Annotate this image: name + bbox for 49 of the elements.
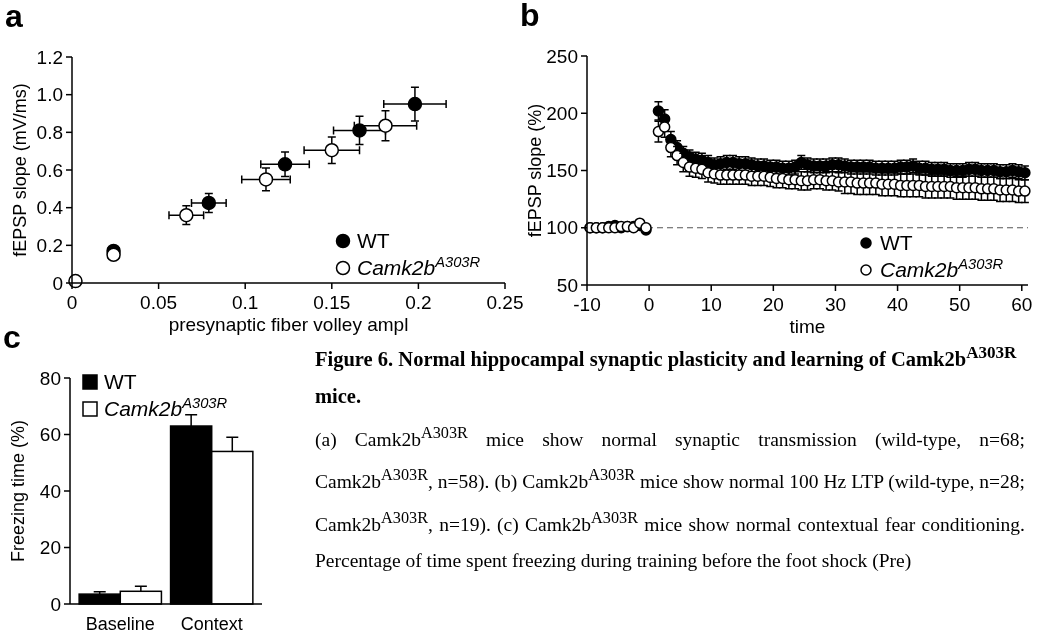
chart-title: a	[5, 0, 23, 34]
legend-label: Camk2b$^{A303R}$	[357, 254, 481, 280]
chart-title: Figure 6. Normal hippocampal synaptic plasticity and learning of Camk2b$^{A303R}$ mice.	[315, 343, 1017, 407]
legend-label: Camk2b$^{A303R}$	[880, 256, 1004, 282]
x-tick-label: 60	[1011, 294, 1033, 315]
x-tick-label: 0.25	[486, 292, 524, 313]
y-tick-label: 60	[39, 424, 61, 446]
x-axis-title: time	[789, 316, 826, 337]
x-tick-label: 0.2	[405, 292, 432, 313]
y-axis-title: Freezing time (%)	[8, 419, 28, 563]
x-tick-label: Context	[180, 614, 243, 634]
legend-label: WT	[104, 370, 137, 394]
x-tick-label: 0.1	[231, 292, 259, 313]
y-tick-label: 0.6	[36, 159, 63, 181]
y-tick-label: 200	[546, 102, 578, 124]
y-tick-label: 50	[556, 274, 578, 296]
x-tick-label: 0.05	[140, 292, 178, 313]
y-tick-label: 40	[39, 480, 61, 502]
x-tick-label: 0.15	[313, 292, 351, 313]
y-axis-title: fEPSP slope (%)	[525, 103, 545, 238]
chart-title: c	[3, 319, 21, 355]
y-tick-label: 0.4	[36, 197, 64, 219]
legend-label: WT	[357, 229, 390, 253]
y-tick-label: 0.8	[36, 121, 63, 143]
x-tick-label: 0	[643, 294, 655, 315]
x-tick-label: 50	[949, 294, 971, 315]
x-tick-label: 0	[66, 292, 78, 313]
text: (a) Camk2b$^{A303R}$ mice show normal synaptic transmission (wild-type, n=68; Camk2b$^{A303R}$, n=58). (b) Camk2b$^{A303R}$ mice show normal 100 Hz LTP (wild-type, n=28; Camk2b$^{A303R}$, n=19). (c) Camk2b$^{A303R}$ mice show normal contextual fear conditioning. Percentage of time spent freezing during training before the foot shock (Pre)	[315, 423, 1025, 572]
y-tick-label: 80	[39, 367, 61, 389]
y-axis-title: fEPSP slope (mV/ms)	[10, 83, 30, 257]
legend-label: WT	[880, 231, 913, 255]
x-tick-label: -10	[573, 294, 601, 315]
y-tick-label: 100	[546, 217, 578, 239]
y-tick-label: 0.2	[36, 234, 63, 256]
y-tick-label: 150	[546, 160, 578, 182]
x-axis-title: presynaptic fiber volley ampl	[168, 314, 409, 335]
x-tick-label: 40	[886, 294, 909, 315]
y-tick-label: 20	[39, 537, 61, 559]
legend-label: Camk2b$^{A303R}$	[104, 395, 228, 421]
x-tick-label: Baseline	[85, 614, 155, 634]
chart-title: b	[520, 0, 540, 33]
x-tick-label: 10	[700, 294, 722, 315]
x-tick-label: 30	[824, 294, 847, 315]
y-tick-label: 0	[50, 593, 61, 615]
y-tick-label: 0	[52, 272, 63, 294]
y-tick-label: 250	[546, 45, 578, 67]
x-tick-label: 20	[762, 294, 784, 315]
y-tick-label: 1.2	[36, 46, 63, 68]
y-tick-label: 1.0	[36, 84, 63, 106]
